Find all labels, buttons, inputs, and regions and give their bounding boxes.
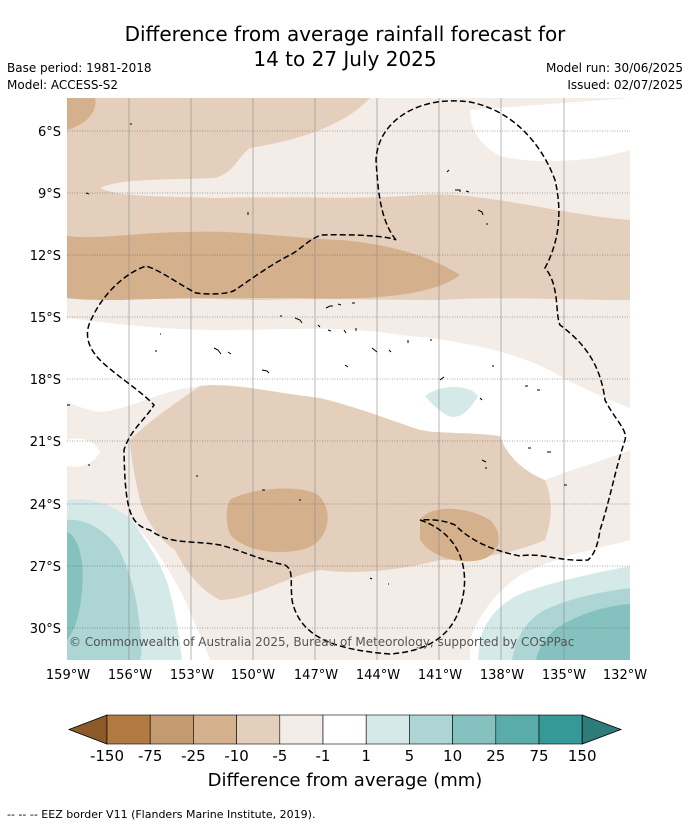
eez-border-south <box>86 234 466 655</box>
colorbar-segment <box>538 714 583 745</box>
lon-label-135w: 135°W <box>542 668 586 683</box>
copyright-notice: © Commonwealth of Australia 2025, Bureau… <box>69 635 574 649</box>
colorbar-title: Difference from average (mm) <box>207 770 483 791</box>
meta-right: Model run: 30/06/2025 Issued: 02/07/2025 <box>546 60 683 94</box>
colorbar-tick-label: 25 <box>486 747 505 765</box>
lon-label-141w: 141°W <box>418 668 462 683</box>
colorbar-tick-label: -25 <box>181 747 206 765</box>
latitude-labels: 6°S 9°S 12°S 15°S 18°S 21°S 24°S 27°S 30… <box>30 125 61 637</box>
lat-label-30s: 30°S <box>30 622 61 637</box>
wet-area-sw-10to25 <box>67 519 142 660</box>
colorbar-segment <box>452 714 497 745</box>
colorbar-segment <box>236 714 281 745</box>
lon-label-153w: 153°W <box>170 668 214 683</box>
colorbar-tick-label: 10 <box>443 747 462 765</box>
lon-label-156w: 156°W <box>108 668 152 683</box>
lat-label-18s: 18°S <box>30 373 61 388</box>
colorbar-segment <box>193 714 237 745</box>
colorbar-tick-label: 150 <box>568 747 597 765</box>
near-normal-zone-west <box>67 438 100 467</box>
colorbar-arrow-low <box>67 714 108 745</box>
lat-label-24s: 24°S <box>30 498 61 513</box>
colorbar-segment <box>106 714 151 745</box>
map-panel: © Commonwealth of Australia 2025, Bureau… <box>67 98 630 660</box>
wet-area-sw-25to75 <box>67 532 83 640</box>
colorbar-segment <box>495 714 540 745</box>
anomaly-patch-nw <box>67 98 96 130</box>
lat-label-6s: 6°S <box>38 125 61 140</box>
lat-label-9s: 9°S <box>38 187 61 202</box>
issued-date: Issued: 02/07/2025 <box>567 78 683 92</box>
colorbar-tick-label: 5 <box>405 747 415 765</box>
anomaly-patch-central-east <box>420 508 499 562</box>
lon-label-144w: 144°W <box>356 668 400 683</box>
colorbar-tick-label: 1 <box>361 747 371 765</box>
title-line-2: 14 to 27 July 2025 <box>253 47 437 71</box>
colorbar-segment <box>409 714 453 745</box>
colorbar-arrow-high <box>581 714 623 745</box>
model-run: Model run: 30/06/2025 <box>545 61 683 75</box>
wet-blob-central <box>425 387 478 417</box>
wet-area-se-10to25 <box>536 604 630 660</box>
near-normal-zone <box>67 318 630 480</box>
lat-label-21s: 21°S <box>30 435 61 450</box>
colorbar-tick-label: -150 <box>90 747 124 765</box>
lon-label-132w: 132°W <box>603 668 647 683</box>
colorbar-segment <box>279 714 324 745</box>
colorbar-segment <box>322 714 367 745</box>
colorbar-tick-label: 75 <box>529 747 548 765</box>
title-line-1: Difference from average rainfall forecas… <box>124 22 566 46</box>
lat-label-27s: 27°S <box>30 560 61 575</box>
island-outlines <box>67 123 567 585</box>
colorbar-tick-label: -75 <box>138 747 163 765</box>
map-title: Difference from average rainfall forecas… <box>0 22 690 72</box>
lat-label-15s: 15°S <box>30 311 61 326</box>
lon-label-159w: 159°W <box>46 668 90 683</box>
meridians <box>128 98 565 660</box>
near-normal-zone-east <box>470 98 630 162</box>
colorbar-segment <box>149 714 194 745</box>
lon-label-138w: 138°W <box>480 668 524 683</box>
lon-label-150w: 150°W <box>231 668 275 683</box>
longitude-labels: 159°W 156°W 153°W 150°W 147°W 144°W 141°… <box>46 668 647 683</box>
colorbar-tick-label: -1 <box>316 747 331 765</box>
colorbar-tick-label: -10 <box>224 747 249 765</box>
anomaly-patch-central-west <box>226 488 328 553</box>
lon-label-147w: 147°W <box>294 668 338 683</box>
colorbar-segment <box>365 714 410 745</box>
eez-border-north <box>375 100 627 562</box>
anomaly-band-upper <box>67 231 460 300</box>
colorbar-tick-label: -5 <box>272 747 287 765</box>
colorbar: -150 -75 -25 -10 -5 -1 1 5 10 25 75 150 <box>67 714 623 765</box>
lat-label-12s: 12°S <box>30 249 61 264</box>
model-name: Model: ACCESS-S2 <box>7 78 119 92</box>
meta-left: Base period: 1981-2018 Model: ACCESS-S2 <box>7 60 152 94</box>
base-period: Base period: 1981-2018 <box>7 61 152 75</box>
eez-footnote: -- -- -- EEZ border V11 (Flanders Marine… <box>7 808 316 821</box>
